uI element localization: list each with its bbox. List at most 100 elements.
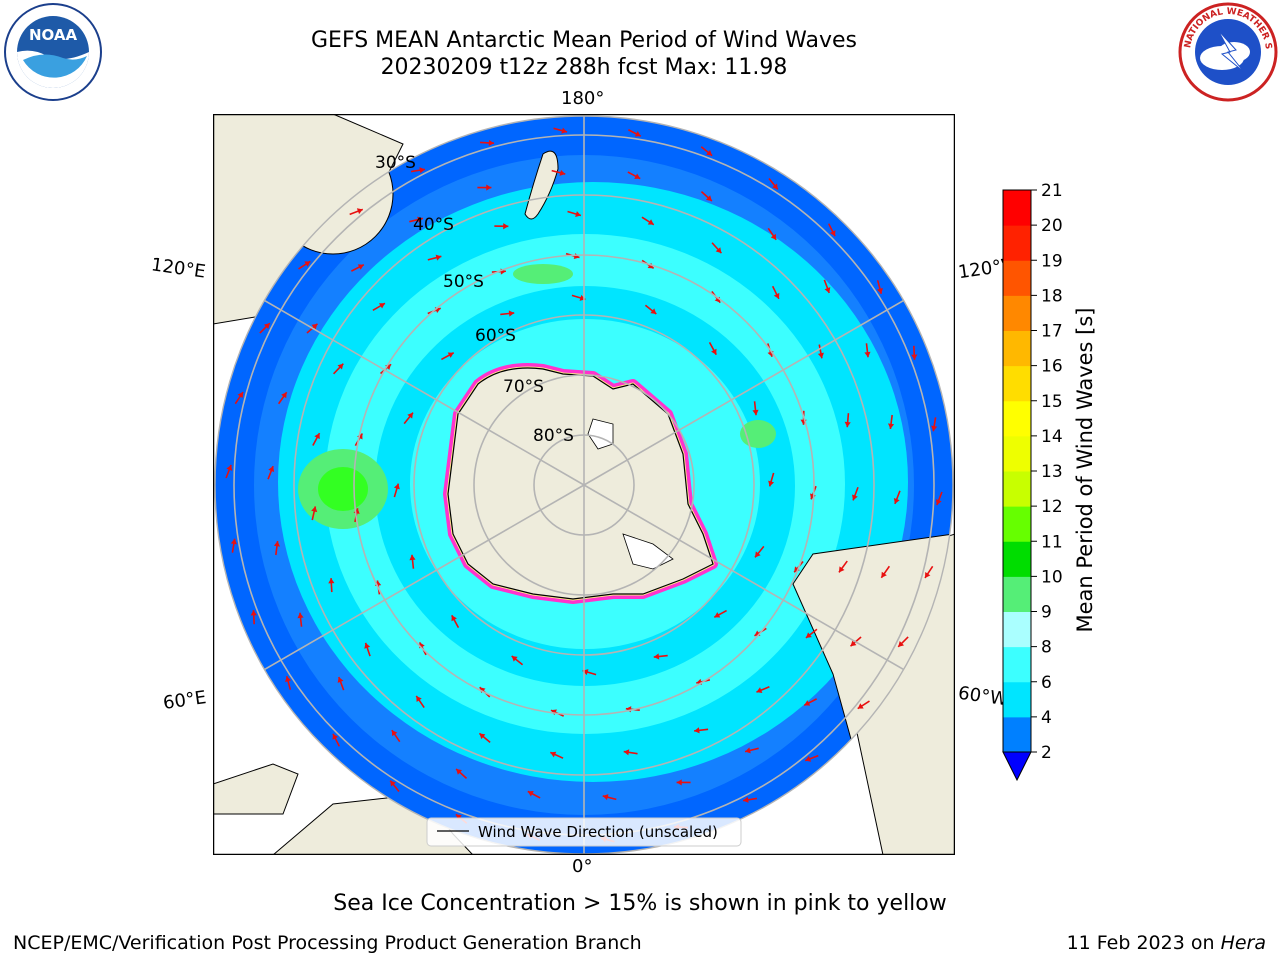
lat-label-60s: 60°S	[475, 326, 516, 346]
colorbar-tick-label: 11	[1041, 532, 1063, 552]
map-legend: Wind Wave Direction (unscaled)	[426, 817, 742, 847]
wind-wave-arrowhead	[561, 127, 568, 134]
wind-wave-arrowhead	[378, 303, 385, 309]
wind-wave-arrowhead	[508, 310, 515, 317]
lon-label-120e: 120°E	[149, 254, 207, 283]
wind-wave-arrowhead	[838, 566, 845, 573]
wind-wave-arrowhead	[898, 641, 905, 647]
wind-wave-arrowhead	[714, 612, 721, 618]
lat-label-40s: 40°S	[413, 215, 454, 235]
wind-wave-arrowhead	[694, 727, 700, 734]
wind-wave-arrowhead	[931, 425, 938, 432]
wind-wave-arrows	[225, 127, 943, 843]
wind-wave-arrowhead	[263, 323, 270, 329]
footer-right: 11 Feb 2023 on Hera	[1067, 932, 1266, 954]
wind-wave-arrowhead	[935, 499, 942, 506]
wind-wave-arrowhead	[647, 219, 654, 225]
nws-logo: NATIONAL WEATHER SERVICE	[1175, 0, 1278, 102]
land-madagascar	[213, 763, 299, 815]
wind-wave-arrowhead	[650, 308, 657, 314]
wind-wave-arrowhead	[356, 208, 363, 215]
wind-wave-arrowhead	[743, 796, 749, 803]
wind-wave-arrowhead	[281, 392, 287, 399]
wind-wave-arrowhead	[864, 351, 871, 358]
wind-wave-arrowhead	[311, 323, 318, 330]
colorbar-segment	[1003, 611, 1031, 648]
lat-label-50s: 50°S	[443, 272, 484, 292]
wind-wave-arrowhead	[773, 292, 780, 299]
colorbar-segment	[1003, 330, 1031, 367]
wind-wave-arrowhead	[850, 640, 857, 647]
wind-wave-arrowhead	[390, 780, 396, 787]
colorbar-tick-label: 13	[1041, 462, 1063, 482]
wind-wave-arrowhead	[451, 615, 457, 622]
wind-wave-arrowhead	[314, 433, 320, 440]
wind-wave-arrowhead	[419, 167, 425, 174]
wind-wave-arrowhead	[844, 421, 851, 428]
wind-wave-arrowhead	[391, 730, 398, 737]
wind-wave-arrowhead	[304, 261, 311, 267]
wind-wave-arrowhead	[851, 494, 858, 501]
colorbar-tick-label: 10	[1041, 567, 1063, 587]
wind-wave-arrowhead	[676, 779, 682, 786]
lon-label-180: 180°	[561, 88, 605, 109]
colorbar-segment	[1003, 260, 1031, 296]
wind-wave-arrowhead	[924, 571, 931, 578]
colorbar-segment	[1003, 190, 1031, 226]
map-panel: 30°S 40°S 50°S 60°S 70°S 80°S Wind Wave …	[213, 114, 955, 855]
colorbar-segment	[1003, 716, 1031, 753]
colorbar-segment	[1003, 541, 1031, 577]
wind-wave-arrowhead	[653, 653, 660, 660]
wind-wave-arrowhead	[756, 687, 763, 694]
colorbar-tick-label: 14	[1041, 427, 1063, 447]
wind-wave-arrowhead	[768, 480, 775, 487]
wind-wave-arrowhead	[226, 464, 233, 471]
colorbar-tick-label: 9	[1041, 603, 1052, 623]
wind-wave-arrowhead	[829, 230, 836, 237]
map-frame	[213, 114, 955, 855]
wind-wave-arrowhead	[273, 541, 281, 547]
noaa-logo-text: NOAA	[29, 26, 78, 44]
wind-wave-arrowhead	[268, 466, 275, 473]
wind-wave-arrowhead	[810, 493, 816, 500]
wind-wave-arrowhead	[488, 139, 495, 147]
colorbar-tick-label: 19	[1041, 251, 1063, 271]
wind-wave-arrowhead	[887, 423, 895, 429]
colorbar-tick-label: 16	[1041, 357, 1063, 377]
wind-wave-arrowhead	[479, 733, 486, 740]
wind-wave-arrowhead	[711, 348, 717, 355]
wind-wave-arrowhead	[407, 412, 413, 419]
wind-wave-arrowhead	[634, 173, 641, 179]
wind-wave-arrowhead	[805, 632, 812, 638]
wind-wave-arrowhead	[416, 695, 422, 702]
wind-wave-arrowhead	[486, 184, 492, 191]
wind-wave-arrowhead	[602, 794, 609, 801]
colorbar: 2 4 6 8 9 10 11 12 13 14 15 16 17 18 19 20 21	[1002, 182, 1063, 782]
lat-label-70s: 70°S	[503, 377, 544, 397]
wind-wave-arrowhead	[337, 363, 344, 370]
colorbar-tick-label: 15	[1041, 392, 1063, 412]
colorbar-segment	[1003, 400, 1031, 437]
lon-label-60e: 60°E	[161, 687, 208, 714]
wind-wave-arrowhead	[755, 551, 761, 558]
colorbar-tick-label: 17	[1041, 322, 1063, 342]
wind-wave-arrowhead	[435, 254, 442, 261]
wind-wave-arrowhead	[364, 642, 371, 649]
colorbar-tick-label: 20	[1041, 216, 1063, 236]
wind-wave-arrowhead	[706, 149, 713, 156]
colorbar-tick-label: 12	[1041, 497, 1063, 517]
colorbar-segment	[1003, 471, 1031, 507]
sea-ice-note: Sea Ice Concentration > 15% is shown in …	[333, 891, 947, 916]
wind-wave-arrowhead	[511, 656, 518, 662]
wind-wave-arrowhead	[634, 131, 641, 137]
wind-wave-arrowhead	[881, 571, 887, 578]
wind-wave-arrowhead	[455, 814, 462, 821]
wind-wave-arrowhead	[409, 554, 416, 561]
colorbar-segment	[1003, 435, 1031, 472]
wind-wave-arrowhead	[817, 352, 824, 359]
footer-date: 11 Feb 2023 on	[1066, 932, 1221, 954]
wind-wave-arrowhead	[772, 183, 778, 190]
colorbar-segment	[1003, 576, 1031, 612]
wind-wave-arrowhead	[337, 677, 344, 683]
wind-wave-arrowhead	[876, 288, 883, 294]
